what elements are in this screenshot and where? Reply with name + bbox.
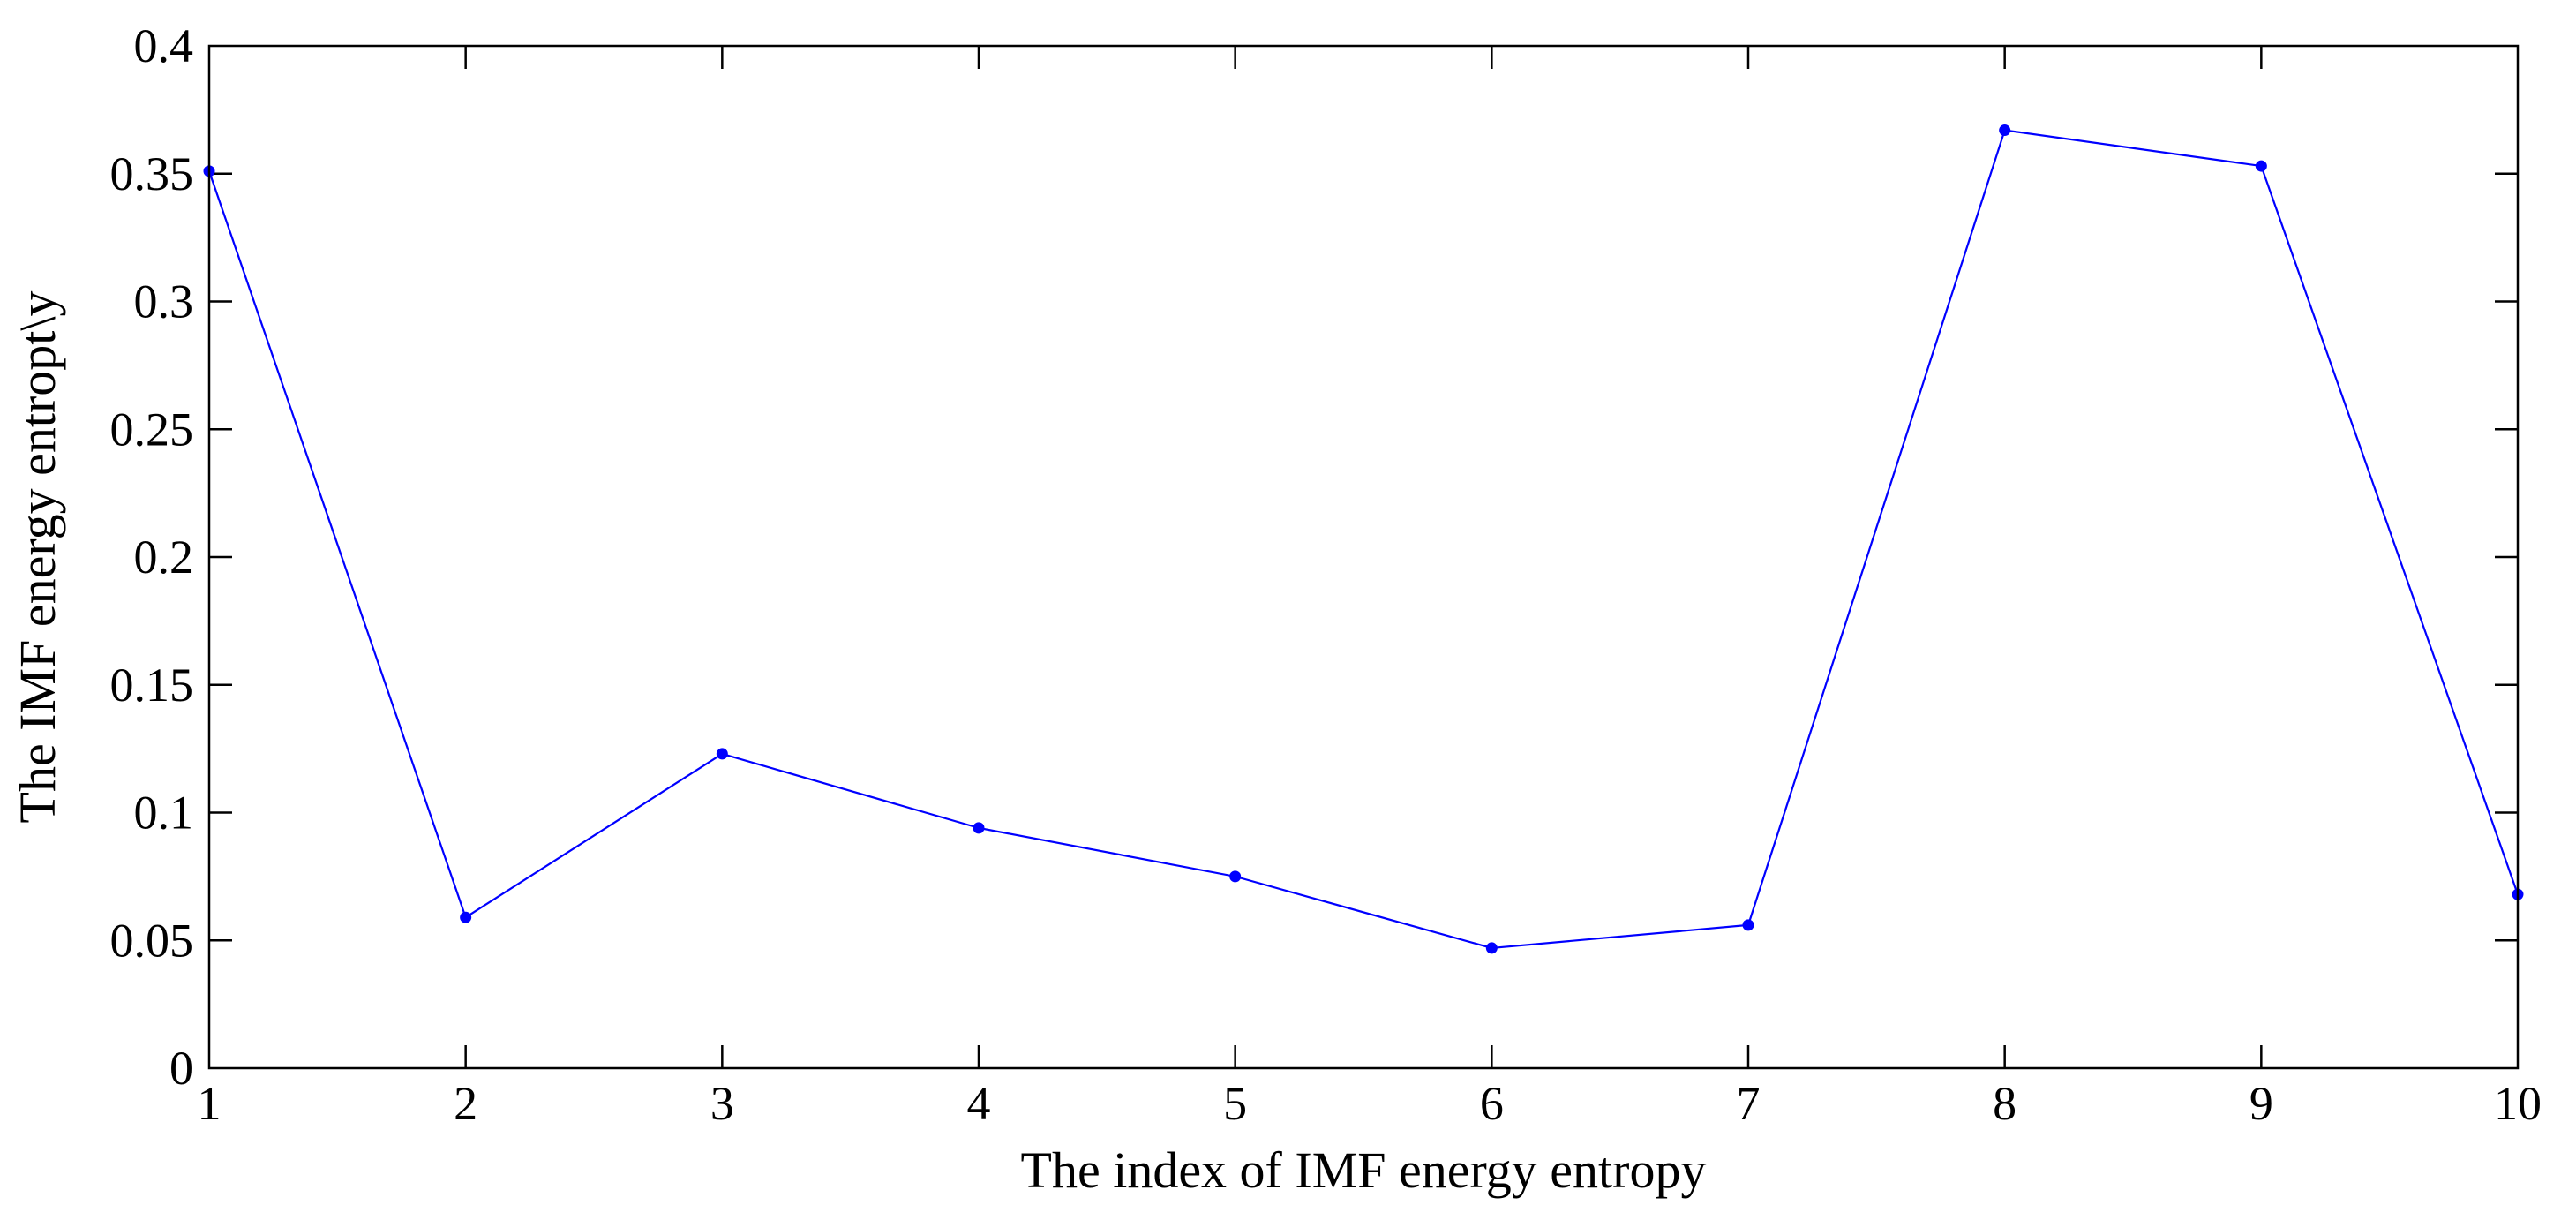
- y-tick-label: 0.3: [134, 275, 194, 328]
- y-tick-label: 0.05: [110, 914, 194, 967]
- x-tick-label: 2: [454, 1077, 477, 1130]
- y-tick-label: 0.35: [110, 147, 194, 200]
- series-line: [207, 129, 2520, 950]
- y-axis-title: The IMF energy entropt\y: [9, 291, 66, 824]
- tick-marks: [209, 46, 2518, 1068]
- x-tick-label: 1: [198, 1077, 222, 1130]
- x-tick-label: 6: [1480, 1077, 1504, 1130]
- data-point: [1229, 870, 1242, 883]
- data-point: [973, 822, 985, 834]
- data-point: [1742, 919, 1754, 931]
- x-tick-label: 9: [2249, 1077, 2273, 1130]
- data-point: [1999, 124, 2011, 137]
- data-point: [2255, 160, 2267, 172]
- x-tick-label: 5: [1223, 1077, 1247, 1130]
- plot-frame: [207, 44, 2520, 1070]
- x-tick-label: 7: [1737, 1077, 1761, 1130]
- y-tick-label: 0.4: [134, 19, 194, 72]
- x-tick-labels: 1 2 3 4 5 6 7 8 9 10: [198, 1077, 2542, 1130]
- x-tick-label: 8: [1993, 1077, 2016, 1130]
- x-tick-label: 4: [967, 1077, 991, 1130]
- x-axis-title: The index of IMF energy entropy: [1021, 1141, 1707, 1199]
- data-point: [1485, 942, 1498, 954]
- y-tick-label: 0.25: [110, 403, 194, 456]
- x-tick-label: 10: [2494, 1077, 2542, 1130]
- data-point: [716, 748, 728, 760]
- y-tick-labels: 0 0.05 0.1 0.15 0.2 0.25 0.3 0.35 0.4: [110, 19, 194, 1095]
- series-layer: [203, 124, 2524, 954]
- y-tick-label: 0.15: [110, 659, 194, 712]
- y-tick-label: 0.1: [134, 787, 194, 840]
- y-tick-label: 0: [169, 1042, 193, 1095]
- x-tick-label: 3: [710, 1077, 734, 1130]
- data-point: [460, 911, 472, 923]
- y-tick-label: 0.2: [134, 531, 194, 584]
